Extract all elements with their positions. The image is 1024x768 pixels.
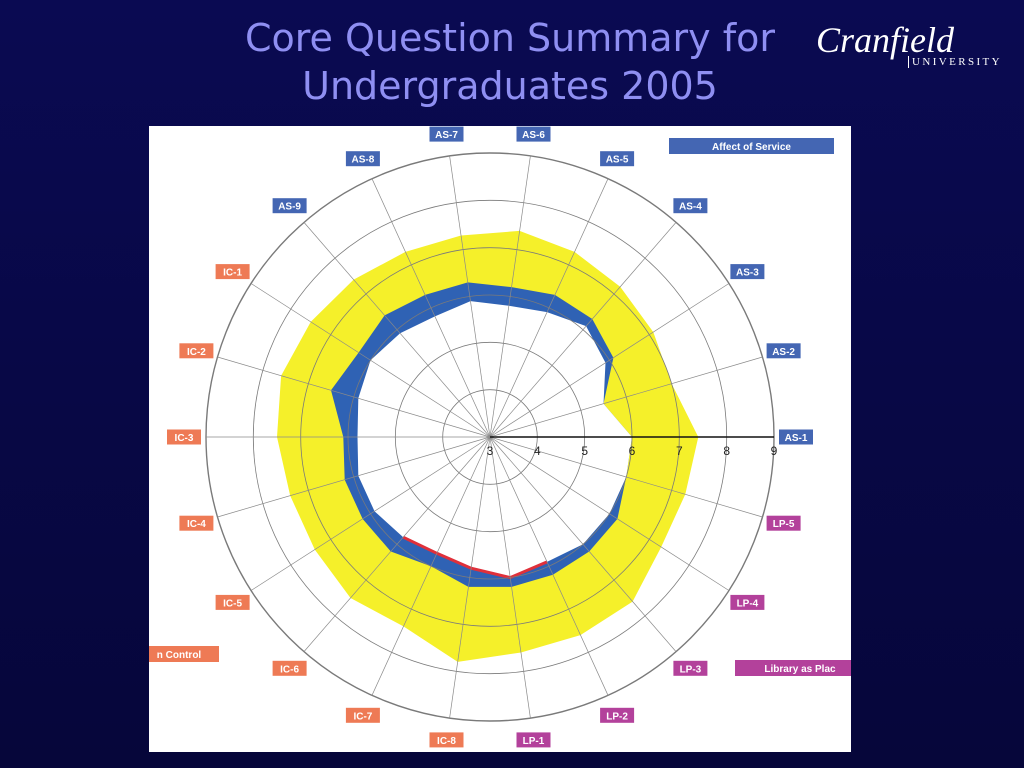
category-label-box-AS-4 bbox=[673, 198, 708, 214]
category-label-box-IC-8 bbox=[429, 732, 464, 748]
spoke-LP-4 bbox=[489, 436, 730, 591]
category-label-AS-3: AS-3 bbox=[736, 268, 759, 279]
category-label-IC-2: IC-2 bbox=[187, 347, 206, 358]
radial-tick-8: 8 bbox=[723, 444, 730, 458]
title-line-2: Undergraduates 2005 bbox=[302, 64, 718, 108]
radar-chart: 3 4 5 6 7 8 9 AS-1 AS-2 AS-3 AS-4 AS-5 AS-6 AS-7 AS-8 A… bbox=[149, 126, 851, 748]
category-label-box-AS-7 bbox=[429, 126, 464, 142]
spoke-AS-3 bbox=[489, 283, 730, 438]
category-label-box-LP-1 bbox=[516, 732, 551, 748]
spoke-IC-6 bbox=[303, 436, 491, 652]
legend-swatch-LP bbox=[735, 660, 851, 676]
radial-tick-6: 6 bbox=[629, 444, 636, 458]
radial-tick-7: 7 bbox=[676, 444, 683, 458]
category-label-box-AS-1 bbox=[779, 429, 813, 445]
category-label-LP-1: LP-1 bbox=[523, 736, 545, 747]
category-label-box-AS-6 bbox=[516, 126, 551, 142]
page-title: Core Question Summary for Undergraduates… bbox=[180, 14, 840, 110]
spoke-LP-3 bbox=[489, 436, 677, 652]
category-label-box-IC-1 bbox=[215, 264, 250, 280]
category-label-LP-3: LP-3 bbox=[680, 664, 702, 675]
spoke-LP-2 bbox=[489, 436, 609, 696]
category-label-AS-8: AS-8 bbox=[352, 155, 375, 166]
logo-subtitle: UNIVERSITY bbox=[908, 56, 1002, 68]
legend-swatch-AS bbox=[669, 138, 834, 154]
category-label-AS-9: AS-9 bbox=[278, 202, 301, 213]
spoke-AS-4 bbox=[489, 222, 677, 438]
category-label-box-LP-4 bbox=[730, 594, 765, 610]
category-label-box-IC-5 bbox=[215, 594, 250, 610]
category-label-box-AS-8 bbox=[345, 151, 380, 167]
spoke-LP-5 bbox=[489, 436, 763, 518]
category-label-box-IC-3 bbox=[167, 429, 201, 445]
spoke-AS-8 bbox=[371, 178, 491, 438]
category-label-box-IC-4 bbox=[179, 515, 214, 531]
category-label-AS-6: AS-6 bbox=[522, 130, 545, 141]
category-label-IC-1: IC-1 bbox=[223, 268, 242, 279]
category-label-IC-8: IC-8 bbox=[437, 736, 456, 747]
logo-wordmark: Cranfield bbox=[816, 20, 955, 60]
category-label-box-IC-7 bbox=[345, 707, 380, 723]
radial-tick-9: 9 bbox=[771, 444, 778, 458]
spoke-IC-2 bbox=[217, 356, 491, 438]
legend-swatch-IC bbox=[149, 646, 219, 662]
radar-grid bbox=[205, 152, 775, 722]
category-label-box-LP-3 bbox=[673, 660, 708, 676]
category-label-IC-6: IC-6 bbox=[280, 664, 299, 675]
category-label-AS-4: AS-4 bbox=[679, 202, 702, 213]
spoke-IC-8 bbox=[449, 436, 491, 719]
category-label-box-LP-5 bbox=[766, 515, 801, 531]
spoke-IC-5 bbox=[250, 436, 491, 591]
radial-tick-5: 5 bbox=[581, 444, 588, 458]
minimum-series-area bbox=[357, 301, 632, 578]
spoke-AS-2 bbox=[489, 356, 763, 438]
category-label-box-IC-2 bbox=[179, 343, 214, 359]
radial-tick-3: 3 bbox=[487, 444, 494, 458]
title-line-1: Core Question Summary for bbox=[244, 16, 776, 60]
category-label-AS-1: AS-1 bbox=[785, 433, 808, 444]
spoke-IC-1 bbox=[250, 283, 491, 438]
radial-tick-4: 4 bbox=[534, 444, 541, 458]
spoke-AS-7 bbox=[449, 155, 491, 438]
university-logo: Cranfield UNIVERSITY bbox=[816, 20, 1002, 68]
category-label-IC-5: IC-5 bbox=[223, 598, 242, 609]
category-label-LP-4: LP-4 bbox=[737, 598, 759, 609]
legend-label-AS: Affect of Service bbox=[712, 142, 791, 153]
legend-label-LP: Library as Plac bbox=[764, 664, 836, 675]
category-label-AS-2: AS-2 bbox=[772, 347, 795, 358]
spoke-IC-7 bbox=[371, 436, 491, 696]
category-label-box-AS-9 bbox=[272, 198, 307, 214]
category-label-box-AS-2 bbox=[766, 343, 801, 359]
category-label-box-IC-6 bbox=[272, 660, 307, 676]
category-label-AS-7: AS-7 bbox=[435, 130, 458, 141]
category-label-box-LP-2 bbox=[600, 707, 635, 723]
radar-chart-panel: 3 4 5 6 7 8 9 AS-1 AS-2 AS-3 AS-4 AS-5 AS-6 AS-7 AS-8 A… bbox=[149, 126, 851, 752]
spoke-IC-4 bbox=[217, 436, 491, 518]
spoke-AS-9 bbox=[303, 222, 491, 438]
category-label-IC-4: IC-4 bbox=[187, 519, 206, 530]
category-label-LP-5: LP-5 bbox=[773, 519, 795, 530]
category-label-IC-7: IC-7 bbox=[353, 711, 372, 722]
spoke-AS-5 bbox=[489, 178, 609, 438]
category-label-IC-3: IC-3 bbox=[175, 433, 194, 444]
legend-label-IC: n Control bbox=[157, 650, 202, 661]
category-label-box-AS-5 bbox=[600, 151, 635, 167]
spoke-AS-6 bbox=[489, 155, 531, 438]
category-label-LP-2: LP-2 bbox=[606, 711, 628, 722]
category-label-box-AS-3 bbox=[730, 264, 765, 280]
category-label-AS-5: AS-5 bbox=[606, 155, 629, 166]
spoke-LP-1 bbox=[489, 436, 531, 719]
